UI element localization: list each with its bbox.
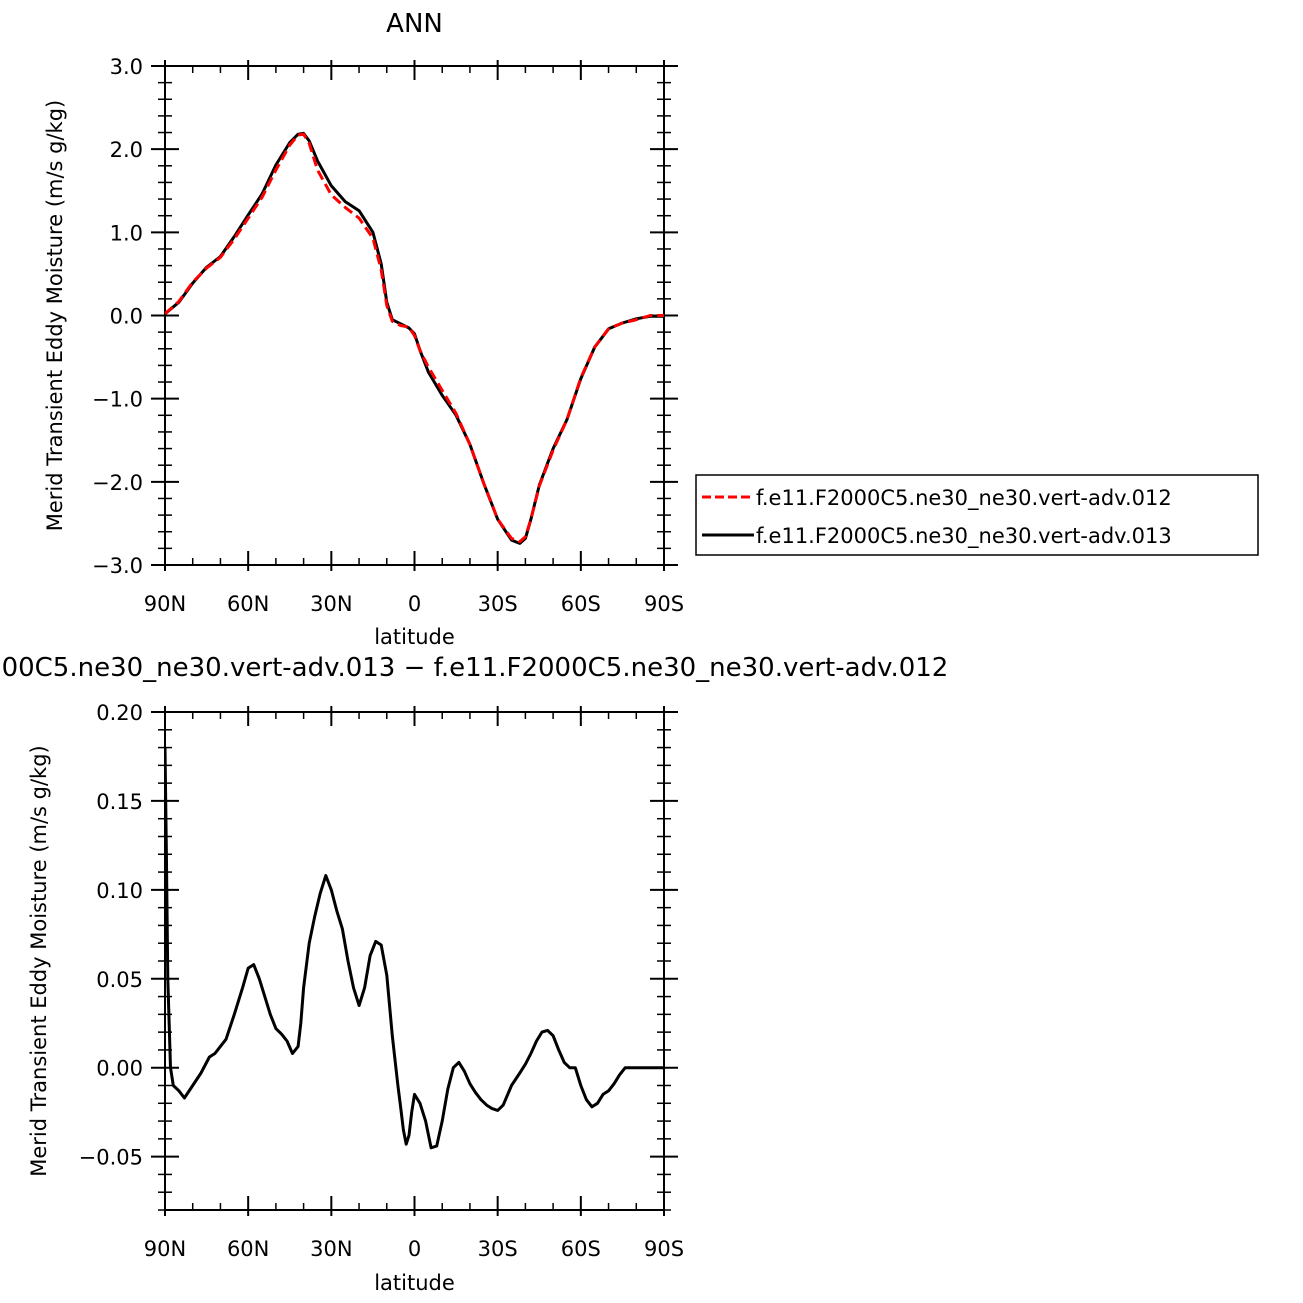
x-tick-label: 60S <box>561 1237 601 1261</box>
x-tick-label: 0 <box>408 592 421 616</box>
y-axis-label: Merid Transient Eddy Moisture (m/s g/kg) <box>27 745 51 1177</box>
legend-label-1: f.e11.F2000C5.ne30_ne30.vert-adv.013 <box>756 524 1172 549</box>
y-tick-label: 0.10 <box>96 879 143 903</box>
y-tick-label: 1.0 <box>110 221 143 245</box>
x-tick-label: 30S <box>478 1237 518 1261</box>
x-tick-label: 90N <box>144 592 186 616</box>
y-axis-label: Merid Transient Eddy Moisture (m/s g/kg) <box>43 100 67 532</box>
x-tick-label: 30N <box>310 592 352 616</box>
x-tick-label: 90S <box>644 592 684 616</box>
x-tick-label: 90N <box>144 1237 186 1261</box>
y-tick-label: 0.15 <box>96 790 143 814</box>
chart-title: f.e11.F2000C5.ne30_ne30.vert-adv.013 − f… <box>0 653 948 683</box>
y-tick-label: −1.0 <box>92 388 143 412</box>
legend-label-0: f.e11.F2000C5.ne30_ne30.vert-adv.012 <box>756 486 1172 511</box>
x-tick-label: 60N <box>227 592 269 616</box>
y-tick-label: 3.0 <box>110 55 143 79</box>
plot-frame <box>164 711 665 1211</box>
x-tick-label: 60N <box>227 1237 269 1261</box>
x-tick-label: 0 <box>408 1237 421 1261</box>
y-tick-label: 0.05 <box>96 968 143 992</box>
plot-frame <box>164 65 665 566</box>
series-line-0 <box>165 132 664 544</box>
y-tick-label: −2.0 <box>92 471 143 495</box>
x-axis-label: latitude <box>374 625 455 649</box>
annual-mean-chart: ANN 90N 60N 30N 0 30S 60S 90S 3.0 2.0 1.0 0.0 −1.0 −2… <box>43 9 1259 649</box>
y-tick-label: 0.00 <box>96 1057 143 1081</box>
y-tick-label: 2.0 <box>110 138 143 162</box>
chart-title: ANN <box>386 9 443 39</box>
legend-box <box>695 474 1259 556</box>
y-tick-label: 0.0 <box>110 305 143 329</box>
x-tick-label: 90S <box>644 1237 684 1261</box>
x-tick-label: 30N <box>310 1237 352 1261</box>
x-axis-label: latitude <box>374 1271 455 1295</box>
y-tick-label: −0.05 <box>79 1146 143 1170</box>
y-tick-label: −3.0 <box>92 554 143 578</box>
x-tick-label: 60S <box>561 592 601 616</box>
x-tick-label: 30S <box>478 592 518 616</box>
series-line-0 <box>165 747 664 1150</box>
y-tick-label: 0.20 <box>96 701 143 725</box>
difference-chart: f.e11.F2000C5.ne30_ne30.vert-adv.013 − f… <box>0 653 948 1295</box>
